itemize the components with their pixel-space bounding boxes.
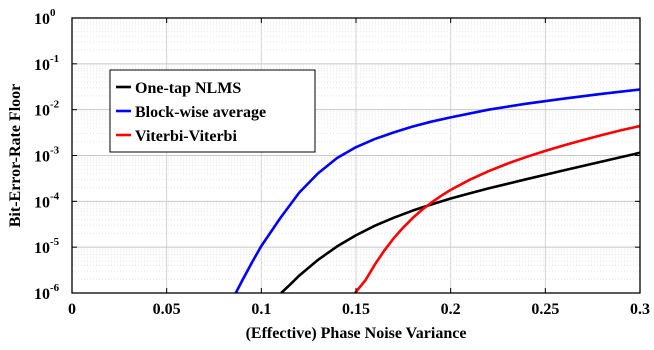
legend: One-tap NLMS Block-wise average Viterbi-Vi… [109, 69, 316, 153]
x-tick-label: 0.1 [251, 301, 271, 318]
series-line-block-wise-average [234, 88, 640, 293]
legend-label: Viterbi-Viterbi [135, 128, 237, 145]
y-axis-title: Bit-Error-Rate Floor [7, 84, 24, 228]
y-tick-label: 10-3 [34, 145, 60, 166]
y-tick-label: 10-2 [34, 99, 60, 120]
legend-label: Block-wise average [135, 104, 266, 121]
legend-items: One-tap NLMS Block-wise average Viterbi-Vi… [116, 80, 266, 145]
x-tick-label: 0.25 [531, 301, 559, 318]
x-tick-label: 0.3 [630, 301, 650, 318]
series-lines [234, 88, 640, 293]
legend-label: One-tap NLMS [135, 80, 241, 97]
series-line-one-tap-nlms [280, 151, 640, 293]
legend-box [109, 69, 316, 153]
y-tick-label: 10-1 [34, 53, 59, 74]
x-tick-label: 0.15 [342, 301, 370, 318]
y-tick-label: 10-6 [34, 282, 60, 303]
x-tick-label: 0.05 [153, 301, 181, 318]
axis-ticks: 0 0.05 0.1 0.15 0.2 0.25 0.3 10-6 10-5 10-4 10-3 10… [34, 7, 650, 318]
series-line-viterbi-viterbi [354, 124, 640, 293]
x-tick-label: 0 [68, 301, 76, 318]
x-tick-label: 0.2 [441, 301, 461, 318]
x-axis-title: (Effective) Phase Noise Variance [246, 325, 467, 342]
y-tick-label: 10-4 [34, 190, 60, 211]
y-tick-label: 100 [34, 7, 56, 28]
y-tick-label: 10-5 [34, 236, 60, 257]
